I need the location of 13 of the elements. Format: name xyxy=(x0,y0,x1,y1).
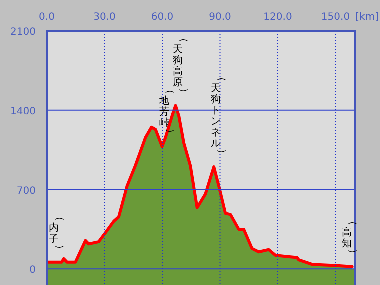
y-tick-label: 1400 xyxy=(10,106,36,118)
x-tick-label: 90.0 xyxy=(209,12,232,23)
x-axis-title: [km] xyxy=(356,12,380,23)
x-tick-label: 60.0 xyxy=(151,12,174,23)
x-tick-label: 0.0 xyxy=(39,12,55,23)
x-tick-label: 120.0 xyxy=(264,12,292,23)
annotation: （天狗高原） xyxy=(172,32,189,98)
y-tick-label: 2100 xyxy=(10,27,36,38)
x-tick-label: 150.0 xyxy=(321,12,350,23)
annotation: （内子） xyxy=(49,211,65,254)
x-tick-label: 30.0 xyxy=(94,12,116,23)
y-tick-label: 0 xyxy=(30,265,36,276)
y-tick-label: 700 xyxy=(16,186,36,197)
